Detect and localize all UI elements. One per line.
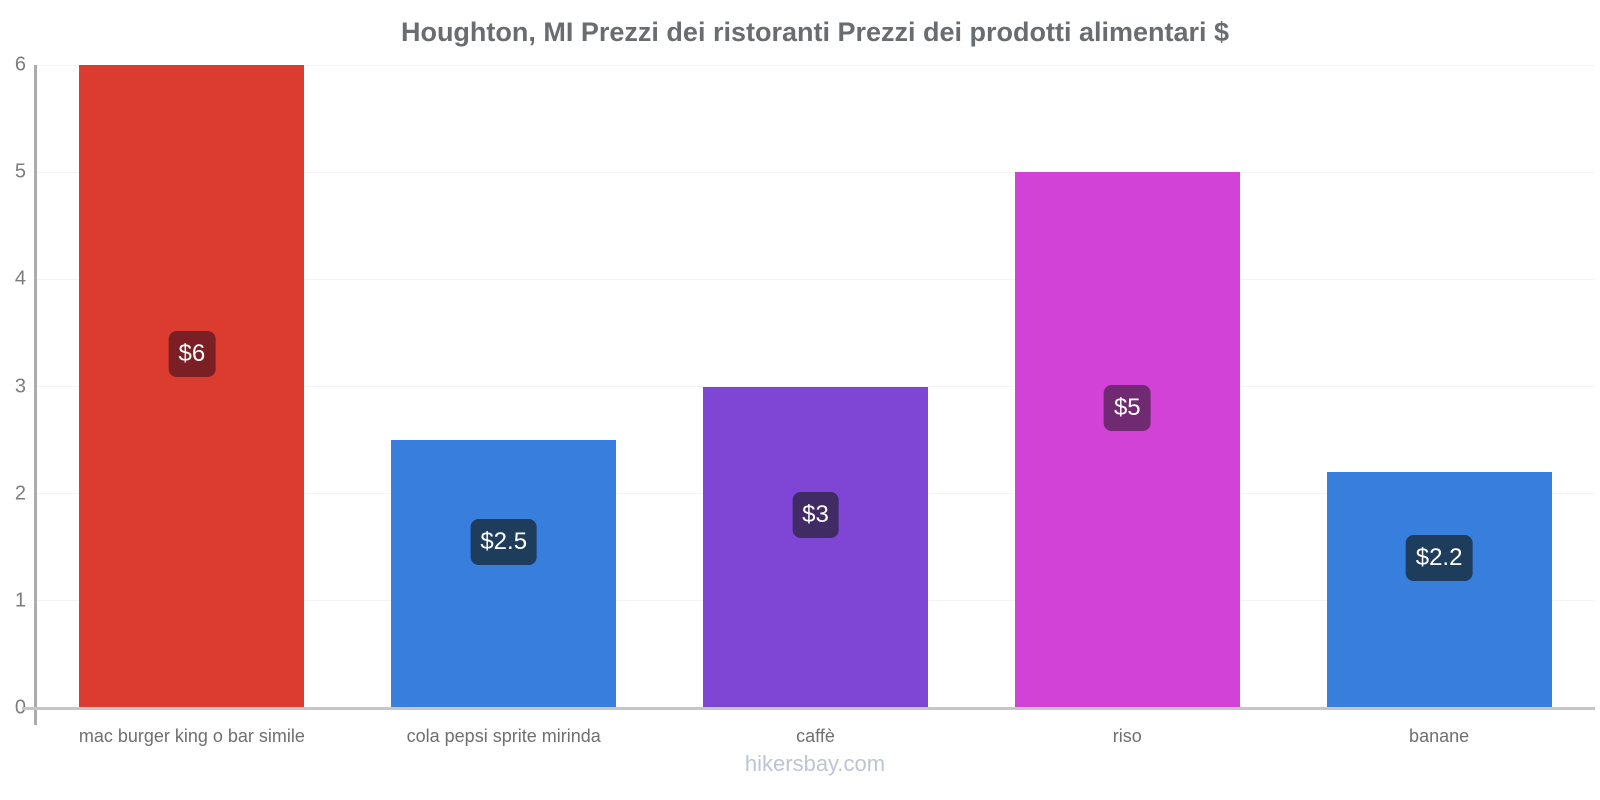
bar-caff-[interactable] [703, 386, 928, 708]
y-axis-tick-label: 4 [14, 267, 26, 290]
y-axis-tick-label: 0 [14, 696, 26, 719]
y-axis-tick-label: 2 [14, 482, 26, 505]
bar-banane[interactable] [1326, 472, 1552, 708]
x-axis-category-label: cola pepsi sprite mirinda [406, 726, 601, 746]
watermark-text: hikersbay.com [744, 751, 886, 776]
x-axis-category-label: banane [1409, 726, 1470, 746]
x-axis-category-label: riso [1112, 726, 1142, 746]
y-axis-line [34, 65, 37, 725]
bar-mac-burger-king-o-bar-simile[interactable] [79, 65, 305, 708]
y-axis-tick-label: 5 [14, 160, 26, 183]
y-axis-tick-label: 3 [14, 375, 26, 397]
gridline-y6 [36, 64, 1595, 66]
value-badge: $2.2 [1405, 534, 1473, 581]
bar-riso[interactable] [1014, 172, 1240, 708]
y-axis-tick-label: 1 [14, 589, 26, 612]
value-badge: $5 [1103, 384, 1151, 431]
chart-title: Houghton, MI Prezzi dei ristoranti Prezz… [400, 17, 1230, 47]
x-axis-category-label: caffè [796, 726, 835, 746]
value-badge: $6 [168, 331, 216, 378]
value-badge: $3 [792, 492, 839, 539]
value-badge: $2.5 [470, 518, 538, 565]
bar-cola-pepsi-sprite-mirinda[interactable] [391, 440, 617, 708]
gridline-y4 [36, 278, 1595, 280]
x-axis-category-label: mac burger king o bar simile [78, 726, 305, 746]
x-axis-line [22, 707, 1595, 710]
gridline-y5 [36, 171, 1595, 173]
y-axis-tick-label: 6 [14, 53, 26, 76]
